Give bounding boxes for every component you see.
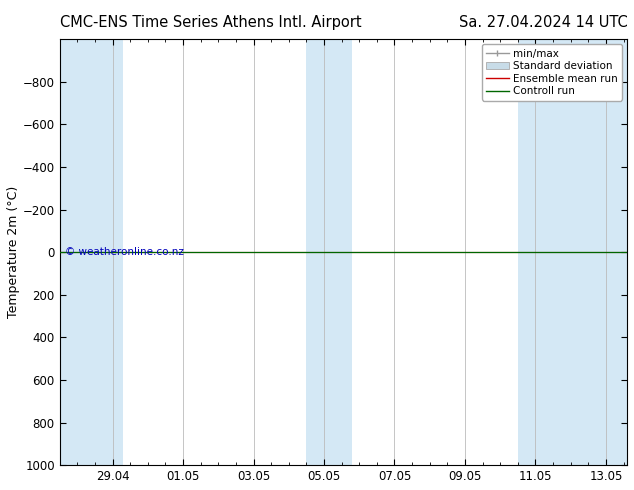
Text: Sa. 27.04.2024 14 UTC: Sa. 27.04.2024 14 UTC: [459, 15, 628, 30]
Bar: [306, 39, 353, 465]
Legend: min/max, Standard deviation, Ensemble mean run, Controll run: min/max, Standard deviation, Ensemble me…: [482, 45, 622, 100]
Text: © weatheronline.co.nz: © weatheronline.co.nz: [65, 247, 184, 257]
Bar: [518, 39, 627, 465]
Bar: [60, 39, 123, 465]
Text: CMC-ENS Time Series Athens Intl. Airport: CMC-ENS Time Series Athens Intl. Airport: [60, 15, 361, 30]
Y-axis label: Temperature 2m (°C): Temperature 2m (°C): [7, 186, 20, 318]
